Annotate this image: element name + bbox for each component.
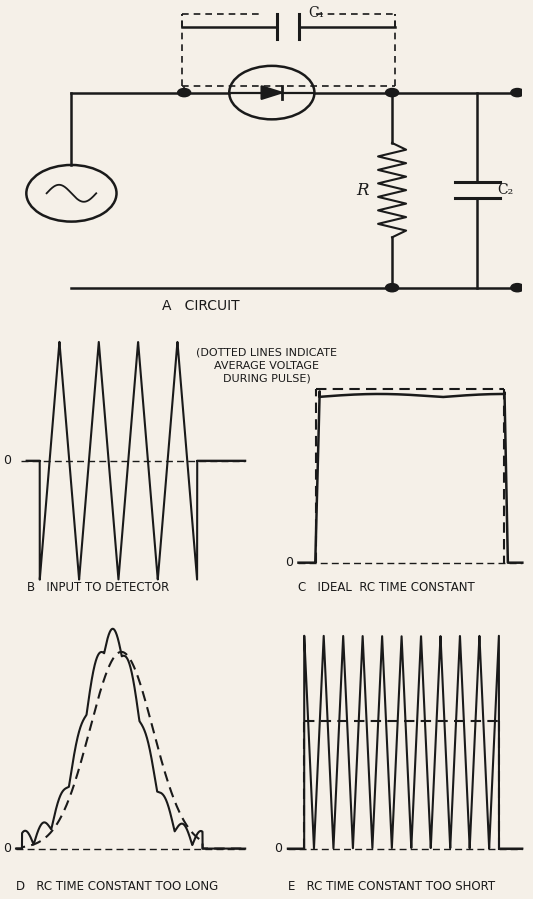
Circle shape bbox=[177, 88, 191, 97]
Text: 0: 0 bbox=[274, 842, 282, 855]
Circle shape bbox=[511, 283, 524, 292]
Polygon shape bbox=[261, 86, 282, 99]
Text: C₁: C₁ bbox=[308, 6, 324, 20]
Text: B   INPUT TO DETECTOR: B INPUT TO DETECTOR bbox=[27, 581, 169, 594]
Circle shape bbox=[385, 88, 399, 97]
Text: C   IDEAL  RC TIME CONSTANT: C IDEAL RC TIME CONSTANT bbox=[298, 581, 475, 594]
Text: 0: 0 bbox=[3, 454, 11, 467]
Circle shape bbox=[385, 283, 399, 292]
Text: R: R bbox=[356, 182, 368, 199]
Text: D   RC TIME CONSTANT TOO LONG: D RC TIME CONSTANT TOO LONG bbox=[16, 880, 218, 893]
Text: 0: 0 bbox=[285, 556, 293, 569]
Text: A   CIRCUIT: A CIRCUIT bbox=[161, 298, 239, 313]
Text: 0: 0 bbox=[3, 842, 11, 855]
Text: E   RC TIME CONSTANT TOO SHORT: E RC TIME CONSTANT TOO SHORT bbox=[288, 880, 495, 893]
Circle shape bbox=[511, 88, 524, 97]
Text: (DOTTED LINES INDICATE
AVERAGE VOLTAGE
DURING PULSE): (DOTTED LINES INDICATE AVERAGE VOLTAGE D… bbox=[196, 347, 337, 384]
Text: C₂: C₂ bbox=[497, 183, 513, 197]
